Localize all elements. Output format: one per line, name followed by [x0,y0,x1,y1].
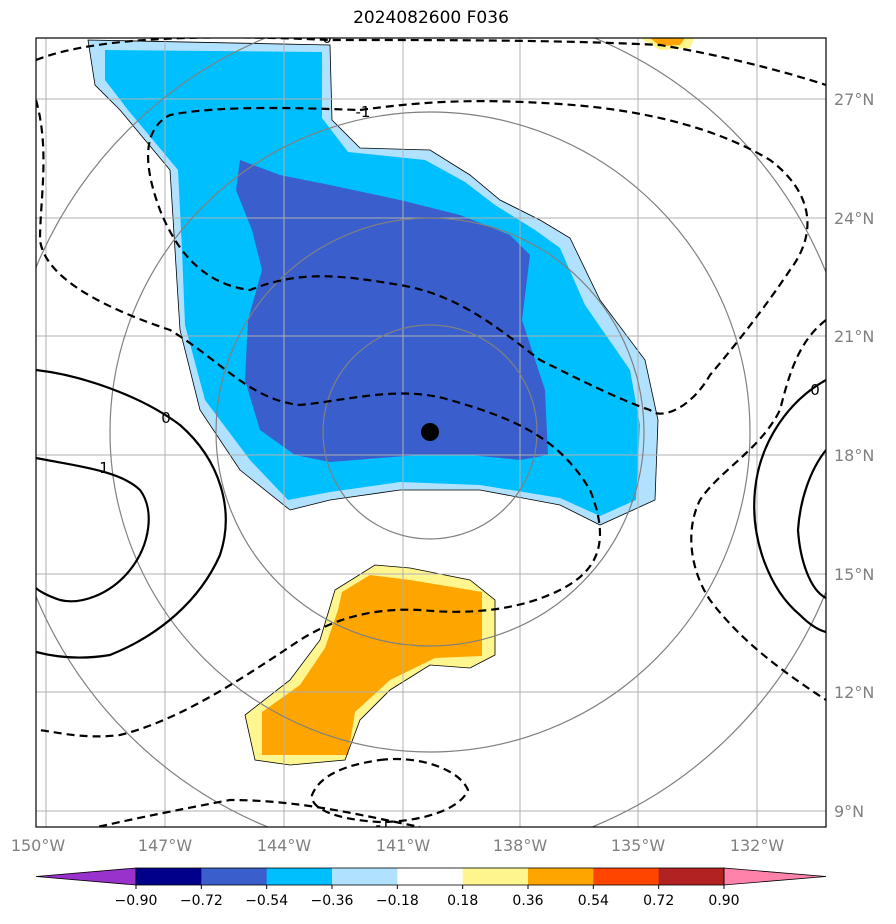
colorbar-extend-low [35,867,137,886]
lon-label: 147°W [138,836,193,855]
lat-label: 9°N [834,802,864,821]
colorbar: −0.90 −0.72 −0.54 −0.36 −0.18 0.18 0.36 0.54 0.7… [35,867,827,909]
contour-label-zero-top: 0 [322,29,332,47]
map-plot-area: 0 -1 0 1 -1 0 [36,29,826,834]
longitude-labels: 150°W 147°W 144°W 141°W 138°W 135°W 132°… [11,836,785,855]
colorbar-segment [332,868,398,885]
colorbar-tick-label: 0.18 [447,893,478,909]
longitude-gridlines [45,38,758,827]
lon-label: 135°W [611,836,666,855]
colorbar-segment [201,868,268,885]
zero-outline-negative [87,39,659,526]
colorbar-tick-label: 0.36 [512,893,543,909]
colorbar-segment [658,868,725,885]
lon-label: 150°W [11,836,66,855]
contour-label-zero-right: 0 [810,381,820,399]
negative-anomaly-dark [236,160,548,462]
colorbar-segment [397,868,464,885]
contour-label-neg1-bottom: -1 [376,816,391,834]
zero-outline-positive [244,564,496,766]
lat-label: 12°N [834,683,874,702]
lat-label: 21°N [834,327,874,346]
solid-contours [36,368,826,659]
contour-label-neg1-top: -1 [356,103,371,121]
contour-label-one-left: 1 [99,459,109,477]
map-frame [35,37,827,828]
colorbar-tick-label: −0.90 [115,893,158,909]
colorbar-segment [266,868,333,885]
positive-anomaly-mid [262,575,482,755]
storm-center-marker [421,423,439,441]
colorbar-tick-label: 0.54 [578,893,609,909]
colorbar-segment [462,868,529,885]
colorbar-segment [593,868,660,885]
colorbar-tick-label: 0.72 [643,893,674,909]
lon-label: 138°W [493,836,548,855]
contour-label-zero-left: 0 [161,409,171,427]
lat-label: 15°N [834,565,874,584]
colorbar-tick-label: −0.72 [180,893,223,909]
dashed-contours [36,38,826,827]
colorbar-frame [135,867,725,886]
latitude-gridlines [36,98,826,812]
map-title: 2024082600 F036 [353,8,509,28]
colorbar-segment [528,868,594,885]
range-rings [36,38,826,827]
latitude-labels: 27°N 24°N 21°N 18°N 15°N 12°N 9°N [834,90,874,821]
lon-label: 144°W [257,836,312,855]
colorbar-segment [136,868,202,885]
colorbar-tick-label: −0.18 [376,893,419,909]
lat-label: 18°N [834,446,874,465]
colorbar-tick-label: 0.90 [708,893,739,909]
lon-label: 132°W [730,836,785,855]
lat-label: 24°N [834,209,874,228]
colorbar-tick-label: −0.54 [245,893,288,909]
colorbar-tick-label: −0.36 [311,893,354,909]
lon-label: 141°W [376,836,431,855]
colorbar-extend-high [723,867,827,886]
lat-label: 27°N [834,90,874,109]
